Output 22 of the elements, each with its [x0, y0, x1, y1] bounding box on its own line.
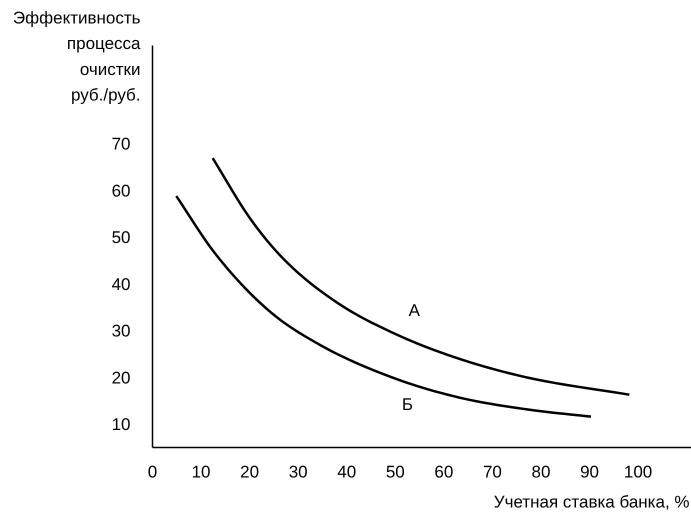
x-tick-label: 40	[337, 462, 356, 482]
annotation: Б	[402, 394, 414, 414]
x-tick-label: 80	[532, 462, 550, 482]
y-tick-label: 30	[112, 322, 131, 341]
y-tick-label: 40	[112, 274, 131, 294]
y-tick-label: 50	[112, 228, 131, 248]
x-tick-label: 70	[482, 462, 502, 482]
x-tick-label: 10	[192, 462, 211, 482]
y-tick-label: 10	[112, 415, 131, 434]
x-tick-label: 100	[624, 462, 652, 482]
y-tick-label: 60	[112, 181, 131, 200]
x-tick-label: 20	[240, 462, 260, 482]
x-tick-label: 50	[386, 462, 405, 482]
y-tick-label: 20	[112, 368, 131, 388]
x-tick-label: 0	[148, 462, 158, 482]
x-tick-label: 60	[434, 462, 454, 482]
annotation: А	[408, 300, 421, 320]
x-tick-label: 90	[580, 462, 599, 482]
y-tick-label: 70	[112, 134, 131, 154]
x-tick-label: 30	[288, 462, 308, 482]
x-axis-title: Учетная ставка банка, %	[494, 492, 690, 512]
y-axis-title: Эффективность процесса очистки руб./руб.	[12, 8, 142, 104]
